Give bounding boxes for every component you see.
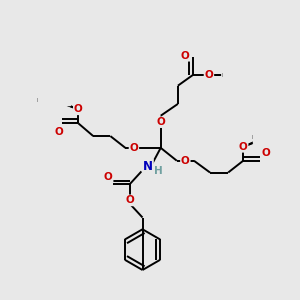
Text: O: O	[239, 142, 248, 152]
Text: O: O	[181, 156, 190, 166]
Text: O: O	[156, 117, 165, 127]
Text: O: O	[205, 70, 213, 80]
Bar	[38, 94, 70, 105]
Text: methoxy: methoxy	[36, 97, 71, 103]
Text: O: O	[261, 148, 270, 158]
Text: methoxy: methoxy	[222, 72, 256, 78]
Text: O: O	[125, 195, 134, 206]
Text: methoxy: methoxy	[252, 134, 286, 140]
Text: O: O	[74, 104, 82, 114]
Bar	[223, 70, 255, 80]
Text: O: O	[55, 127, 63, 137]
Text: H: H	[154, 167, 163, 176]
Bar	[253, 132, 285, 142]
Text: N: N	[143, 160, 153, 172]
Text: O: O	[130, 143, 138, 153]
Text: O: O	[181, 51, 190, 61]
Text: O: O	[104, 172, 112, 182]
